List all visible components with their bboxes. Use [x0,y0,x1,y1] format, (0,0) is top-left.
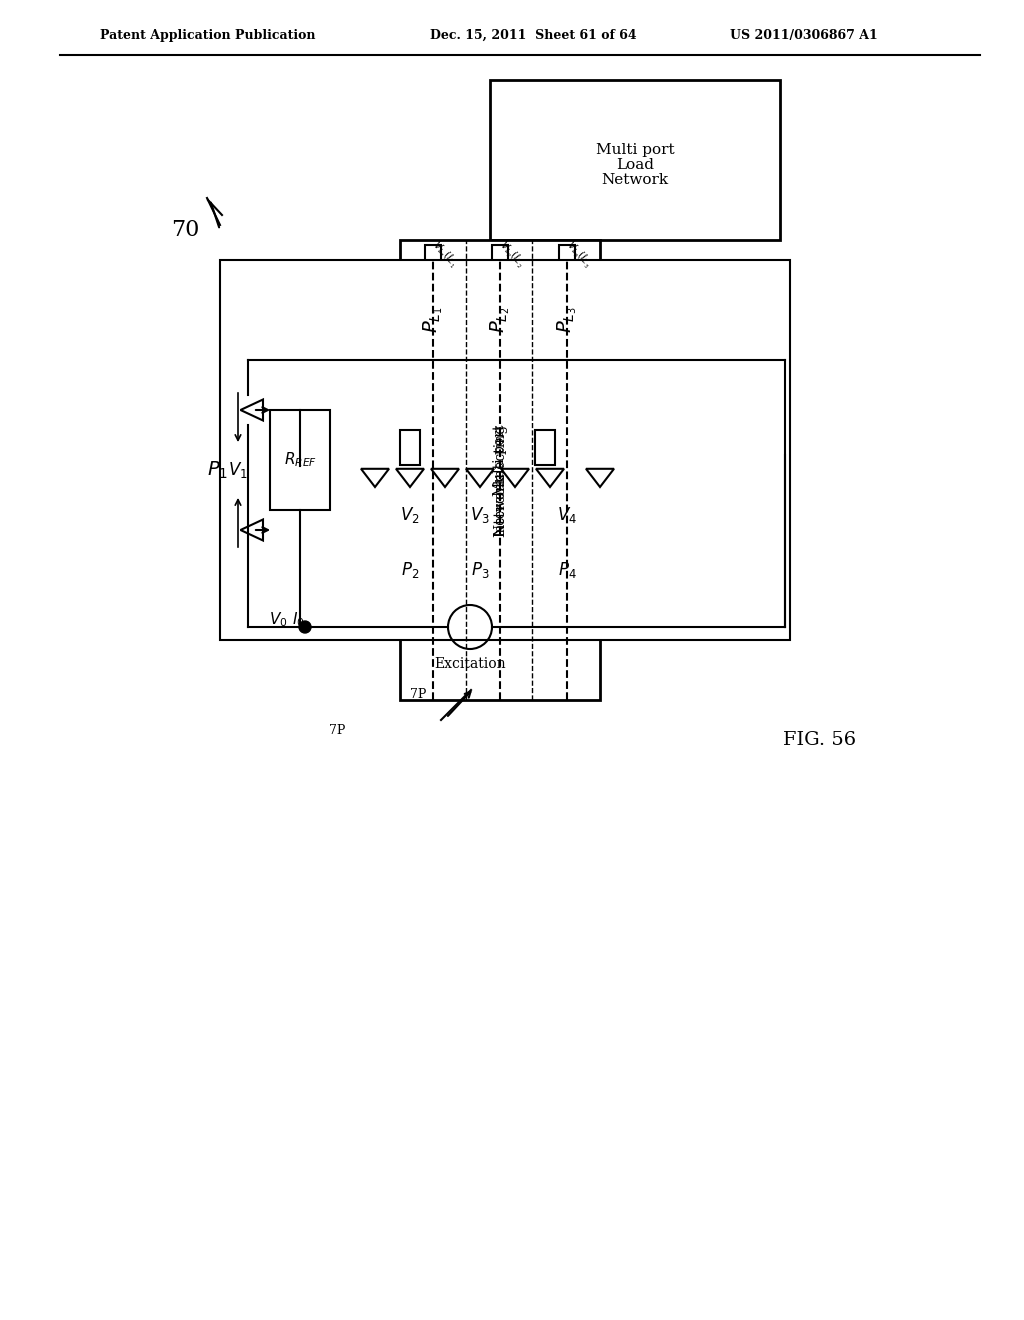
Bar [425,246,441,271]
Text: Multi port: Multi port [596,143,675,157]
Text: FIG. 56: FIG. 56 [783,731,856,748]
Text: $V_3$: $V_3$ [470,506,489,525]
Bar [535,430,555,465]
Text: Patent Application Publication: Patent Application Publication [100,29,315,41]
Bar [400,240,600,700]
Text: $I_0$: $I_0$ [292,611,304,630]
Text: $P_{L_3}$: $P_{L_3}$ [555,306,579,334]
Text: $V_{L_3}(I_{L_3}$: $V_{L_3}(I_{L_3}$ [562,239,595,271]
Text: Multi port: Multi port [493,424,507,496]
Text: $V_2$: $V_2$ [400,506,420,525]
Text: $V_1$: $V_1$ [228,459,248,480]
Text: Interconnecting: Interconnecting [493,424,507,537]
Text: Excitation: Excitation [434,657,506,671]
Text: $V_0$: $V_0$ [268,611,288,630]
Bar [220,260,790,640]
Text: $R_{REF}$: $R_{REF}$ [284,450,316,470]
Bar [270,411,330,510]
Text: Network: Network [601,173,669,187]
Text: 7P: 7P [329,723,345,737]
Text: $P_1$: $P_1$ [208,459,228,480]
Text: $P_{L_2}$: $P_{L_2}$ [488,306,512,333]
Text: $V_{L_2}(I_{L_2}$: $V_{L_2}(I_{L_2}$ [495,239,527,271]
Text: Network: Network [493,474,507,536]
Bar [400,430,420,465]
Text: $V_4$: $V_4$ [557,506,578,525]
Circle shape [299,620,311,634]
Text: $P_4$: $P_4$ [558,560,577,579]
Text: US 2011/0306867 A1: US 2011/0306867 A1 [730,29,878,41]
Bar [490,81,780,240]
Text: $P_{L_1}$: $P_{L_1}$ [421,306,444,333]
Text: $V_{L_1}(I_{L_1}$: $V_{L_1}(I_{L_1}$ [428,239,461,271]
Bar [492,246,508,271]
Text: $P_3$: $P_3$ [471,560,489,579]
Bar [559,246,575,271]
Text: $P_2$: $P_2$ [400,560,419,579]
Text: 7P: 7P [410,689,426,701]
Text: 70: 70 [171,219,200,242]
Text: Load: Load [616,158,654,172]
Text: Dec. 15, 2011  Sheet 61 of 64: Dec. 15, 2011 Sheet 61 of 64 [430,29,637,41]
